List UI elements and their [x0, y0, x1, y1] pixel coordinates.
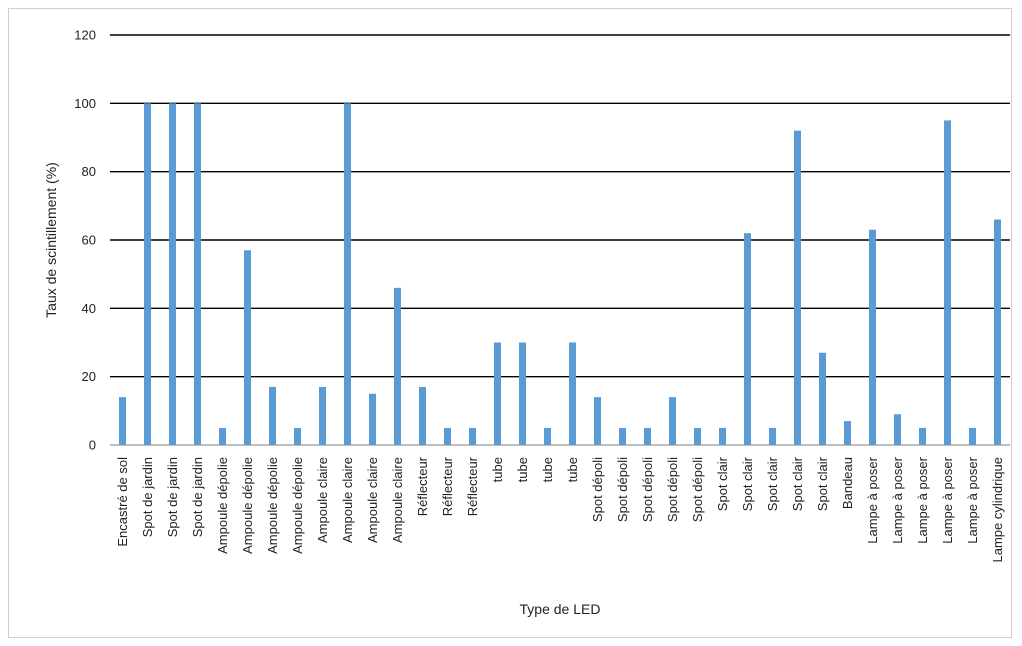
y-axis-title: Taux de scintillement (%)	[43, 162, 59, 318]
x-tick-label: Spot dépoli	[640, 457, 655, 522]
bar	[644, 427, 651, 445]
x-tick-label: Spot dépoli	[665, 457, 680, 522]
x-tick-label: Spot clair	[790, 456, 805, 511]
x-axis-title: Type de LED	[520, 601, 601, 617]
x-tick-label: Ampoule claire	[340, 457, 355, 543]
bar	[119, 397, 126, 445]
y-tick-label: 100	[74, 96, 96, 111]
bar	[694, 427, 701, 445]
bar	[369, 393, 376, 445]
bar	[494, 342, 501, 445]
bars	[119, 103, 1001, 446]
x-tick-label: Spot de jardin	[190, 457, 205, 537]
x-tick-label: Ampoule dépolie	[265, 457, 280, 554]
x-tick-label: Spot dépoli	[590, 457, 605, 522]
bar	[419, 386, 426, 445]
x-tick-label: tube	[565, 457, 580, 482]
bar	[919, 427, 926, 445]
bar	[544, 427, 551, 445]
bar	[294, 427, 301, 445]
bar	[619, 427, 626, 445]
x-tick-label: Spot clair	[765, 456, 780, 511]
x-tick-label: Lampe à poser	[940, 456, 955, 543]
bar	[994, 219, 1001, 445]
x-tick-label: Spot dépoli	[690, 457, 705, 522]
x-tick-label: Spot clair	[715, 456, 730, 511]
x-tick-label: Bandeau	[840, 457, 855, 509]
x-tick-label: Ampoule claire	[315, 457, 330, 543]
bar	[819, 352, 826, 445]
x-tick-label: Lampe à poser	[865, 456, 880, 543]
x-tick-label: tube	[540, 457, 555, 482]
x-tick-label: Ampoule claire	[390, 457, 405, 543]
bar	[219, 427, 226, 445]
bar	[519, 342, 526, 445]
bar	[719, 427, 726, 445]
y-tick-label: 0	[89, 438, 96, 453]
x-tick-label: Lampe cylindrique	[990, 457, 1005, 563]
x-tick-label: Réflecteur	[465, 456, 480, 516]
bar	[594, 397, 601, 445]
x-tick-label: tube	[515, 457, 530, 482]
y-tick-label: 120	[74, 28, 96, 43]
y-tick-label: 60	[82, 233, 96, 248]
bar	[444, 427, 451, 445]
bar	[969, 427, 976, 445]
y-tick-label: 80	[82, 164, 96, 179]
bar	[569, 342, 576, 445]
x-tick-label: Spot de jardin	[165, 457, 180, 537]
bar	[869, 229, 876, 445]
x-tick-label: Réflecteur	[415, 456, 430, 516]
bar	[844, 421, 851, 445]
bar	[394, 287, 401, 445]
x-tick-label: Spot de jardin	[140, 457, 155, 537]
x-tick-label: Ampoule dépolie	[215, 457, 230, 554]
bar	[319, 386, 326, 445]
bar	[669, 397, 676, 445]
bar	[344, 103, 351, 445]
x-tick-label: Lampe à poser	[965, 456, 980, 543]
bar	[269, 386, 276, 445]
bar	[169, 103, 176, 445]
bar	[194, 103, 201, 445]
bar	[744, 233, 751, 445]
x-tick-label: Spot dépoli	[615, 457, 630, 522]
x-tick-label: Spot clair	[740, 456, 755, 511]
bar	[244, 250, 251, 445]
bar	[469, 427, 476, 445]
bar	[769, 427, 776, 445]
bar	[894, 414, 901, 445]
x-tick-label: Encastré de sol	[115, 457, 130, 547]
gridlines	[110, 34, 1010, 446]
bar	[794, 130, 801, 446]
x-tick-label: Spot clair	[815, 456, 830, 511]
x-tick-label: Ampoule dépolie	[290, 457, 305, 554]
y-tick-label: 40	[82, 301, 96, 316]
x-tick-label: Ampoule claire	[365, 457, 380, 543]
x-tick-label: tube	[490, 457, 505, 482]
y-tick-label: 20	[82, 369, 96, 384]
x-tick-label: Réflecteur	[440, 456, 455, 516]
bar	[944, 120, 951, 446]
bar	[144, 103, 151, 445]
x-axis-tick-labels: Encastré de sol Spot de jardin Spot de jar…	[115, 456, 1005, 562]
y-axis-tick-labels: 0 20 40 60 80 100 120	[74, 28, 96, 453]
x-tick-label: Ampoule dépolie	[240, 457, 255, 554]
x-tick-label: Lampe à poser	[890, 456, 905, 543]
x-tick-label: Lampe à poser	[915, 456, 930, 543]
